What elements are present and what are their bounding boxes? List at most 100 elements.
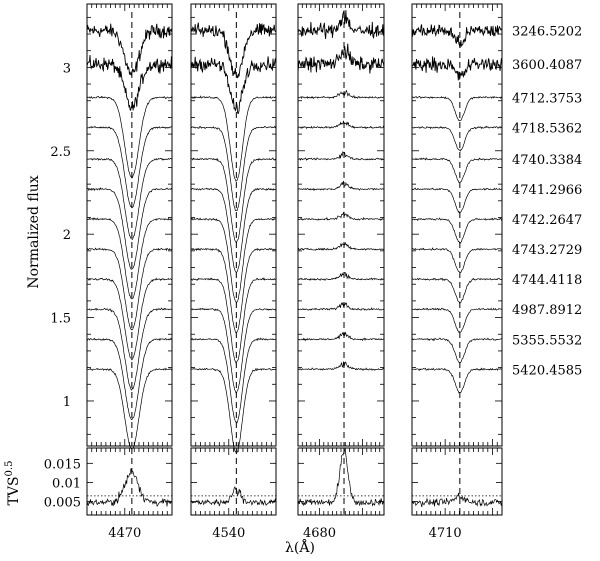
spectrum-1-4 <box>190 157 277 245</box>
spectrum-2-8 <box>298 271 385 282</box>
tvs-tick-label-2: 0.015 <box>44 457 81 472</box>
spectrum-3-6 <box>411 217 503 244</box>
spectrum-1-10 <box>190 337 276 424</box>
tvs-frame-0 <box>86 447 173 516</box>
tvs-curve-1 <box>190 486 277 507</box>
x-ticks-2 <box>297 4 385 515</box>
y-tick-label-0: 1 <box>63 395 71 410</box>
spectrum-0-8 <box>86 277 173 361</box>
spectrum-1-7 <box>190 247 277 334</box>
spectrum-0-5 <box>86 187 173 270</box>
spectrum-2-2 <box>297 89 385 100</box>
spectrum-1-5 <box>190 187 277 273</box>
panel-3: 4710 <box>411 3 503 541</box>
spectrum-0-0 <box>86 23 173 76</box>
spectrum-3-3 <box>411 125 503 152</box>
tvs-tick-label-0: 0.005 <box>44 496 81 511</box>
tvs-curve-2 <box>297 448 385 507</box>
spectrum-1-0 <box>190 22 277 79</box>
y-ticks-1 <box>191 16 276 435</box>
y-tick-label-2: 2 <box>63 228 71 243</box>
y-ticks-3 <box>412 16 502 435</box>
spectrum-1-2 <box>190 95 277 182</box>
x-tick-label-1: 4540 <box>212 526 245 541</box>
spectrum-3-0 <box>411 24 503 48</box>
tvs-frame-2 <box>297 447 385 516</box>
svg-text:TVS0.5: TVS0.5 <box>4 461 22 506</box>
x-ticks-3 <box>411 4 503 515</box>
epoch-label-8: 4744.4118 <box>512 273 582 288</box>
epoch-label-3: 4718.5362 <box>512 121 582 136</box>
spectrum-3-4 <box>411 157 503 183</box>
y-ticks-0 <box>87 16 172 435</box>
spectrum-3-2 <box>411 95 503 121</box>
spectrum-2-5 <box>297 180 385 192</box>
tvs-tick-label-1: 0.01 <box>52 476 81 491</box>
epoch-label-6: 4742.2647 <box>512 213 582 228</box>
epoch-label-9: 4987.8912 <box>512 303 582 318</box>
y-tick-label-4: 3 <box>63 61 71 76</box>
y-axis-title: Normalized flux <box>26 175 42 288</box>
labels-group: Normalized flux λ(Å) TVS0.5 <box>4 175 315 556</box>
spectrum-0-3 <box>86 125 173 209</box>
spectrum-2-7 <box>297 241 385 251</box>
epoch-label-7: 4743.2729 <box>512 243 582 258</box>
spectrum-1-11 <box>190 367 277 455</box>
spectrum-1-1 <box>190 56 277 114</box>
spectrum-0-10 <box>86 337 173 420</box>
panel-0: 4470 <box>86 3 173 541</box>
spectrum-2-1 <box>297 43 385 74</box>
spectrum-3-7 <box>411 247 503 273</box>
x-tick-label-0: 4470 <box>108 526 141 541</box>
spectrum-3-9 <box>411 307 503 334</box>
x-ticks-0 <box>86 4 173 515</box>
epoch-label-10: 5355.5532 <box>512 333 582 348</box>
tvs-curve-0 <box>86 468 173 507</box>
epoch-label-2: 4712.3753 <box>512 91 582 106</box>
spectrum-2-6 <box>298 211 385 221</box>
spectrum-3-11 <box>411 367 503 394</box>
spectrum-2-11 <box>297 361 385 371</box>
y-tick-label-1: 1.5 <box>50 312 71 327</box>
panel-frame-3 <box>411 3 503 447</box>
spectrum-2-3 <box>297 120 385 130</box>
spectrum-0-1 <box>86 54 173 111</box>
y-ticks-2 <box>298 16 384 435</box>
spectrum-1-6 <box>190 217 277 304</box>
spectrum-1-8 <box>190 277 277 364</box>
y-tick-label-3: 2.5 <box>50 145 71 160</box>
spectrum-0-11 <box>86 367 173 450</box>
spectrum-0-2 <box>86 95 173 179</box>
epoch-label-1: 3600.4087 <box>512 58 582 73</box>
panels-group: 4470 4540 4680 4710 1 1.5 2 2.5 3 0.005 0.01 0.015 3… <box>44 3 582 541</box>
panel-frame-1 <box>190 3 277 447</box>
tvs-curve-3 <box>411 492 503 508</box>
spectrum-2-9 <box>297 301 385 311</box>
spectrum-2-4 <box>297 151 385 161</box>
epoch-label-11: 5420.4585 <box>512 363 582 378</box>
spectrum-2-10 <box>297 331 385 342</box>
panel-2: 4680 <box>297 3 385 541</box>
spectrum-3-10 <box>411 337 503 364</box>
x-tick-label-2: 4680 <box>303 526 336 541</box>
epoch-label-5: 4741.2966 <box>512 183 582 198</box>
tvs-axis-title-sup: 0.5 <box>4 461 15 477</box>
epoch-label-4: 4740.3384 <box>512 153 582 168</box>
spectrum-3-8 <box>411 277 503 304</box>
tvs-frame-3 <box>411 447 503 516</box>
spectrum-3-1 <box>411 56 503 81</box>
spectrum-2-0 <box>297 10 385 40</box>
tvs-axis-title-main: TVS <box>6 476 22 505</box>
x-tick-label-3: 4710 <box>429 526 462 541</box>
epoch-label-0: 3246.5202 <box>512 25 582 40</box>
spectrum-0-4 <box>87 157 173 240</box>
spectrum-0-7 <box>86 247 173 331</box>
spectrum-1-3 <box>190 125 277 212</box>
spectrum-1-9 <box>190 307 277 394</box>
x-ticks-1 <box>190 4 277 515</box>
x-axis-title: λ(Å) <box>285 538 315 556</box>
spectrum-0-6 <box>86 217 173 300</box>
panel-1: 4540 <box>190 3 277 541</box>
spectrum-3-5 <box>411 187 503 214</box>
